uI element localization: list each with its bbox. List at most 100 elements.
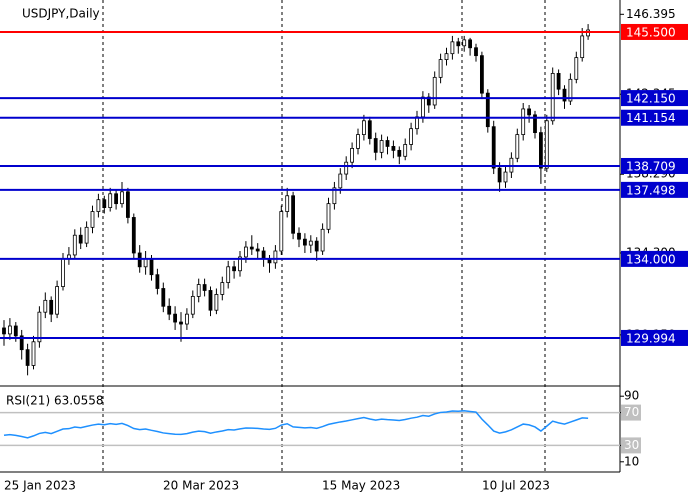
candle-body xyxy=(285,195,290,212)
y-tick-label: 30 xyxy=(624,438,639,452)
candle-body xyxy=(491,126,496,169)
candle-body xyxy=(19,335,24,351)
candle-body xyxy=(409,128,414,145)
candle-body xyxy=(568,78,573,102)
candle-body xyxy=(249,246,254,250)
candle-body xyxy=(214,294,219,311)
level-label: 134.000 xyxy=(626,252,676,266)
candle-body xyxy=(196,284,201,297)
candle-body xyxy=(184,313,189,325)
candle-body xyxy=(25,349,30,366)
candle-body xyxy=(397,149,402,157)
candle-body xyxy=(367,120,372,139)
rsi-line xyxy=(3,410,589,439)
level-label-box xyxy=(621,90,688,107)
candle-body xyxy=(356,134,360,149)
y-tick-label: 70 xyxy=(624,405,639,419)
candle-body xyxy=(72,234,77,256)
candle-body xyxy=(43,299,48,313)
candle-body xyxy=(155,274,160,289)
candle-body xyxy=(332,187,337,205)
x-tick-label: 25 Jan 2023 xyxy=(4,479,76,493)
x-tick-label: 10 Jul 2023 xyxy=(482,479,550,493)
candle-body xyxy=(108,193,113,208)
candle-body xyxy=(279,211,284,252)
level-label-box xyxy=(621,157,688,174)
candle-body xyxy=(37,311,42,343)
rsi-title: RSI(21) 63.0558 xyxy=(6,394,104,408)
candle-body xyxy=(326,203,331,230)
level-label: 142.150 xyxy=(626,92,676,106)
candle-body xyxy=(120,191,124,205)
candle-body xyxy=(31,341,36,366)
candle-body xyxy=(96,199,101,212)
candle-body xyxy=(485,92,490,128)
candle-body xyxy=(226,266,231,283)
candle-body xyxy=(314,240,319,252)
candle-body xyxy=(114,193,118,205)
candle-body xyxy=(261,250,266,260)
candle-body xyxy=(61,258,65,287)
level-label-box xyxy=(621,437,641,454)
candle-body xyxy=(562,88,567,102)
y-tick-label: 10 xyxy=(624,454,639,468)
candle-body xyxy=(302,238,307,246)
candle-body xyxy=(143,258,148,268)
candle-body xyxy=(527,108,531,116)
candle-body xyxy=(515,134,520,159)
candle-body xyxy=(344,161,349,175)
level-label-box xyxy=(621,250,688,267)
candle-body xyxy=(533,114,537,134)
candle-body xyxy=(521,108,526,135)
candle-body xyxy=(539,132,543,169)
candle-body xyxy=(220,282,225,295)
candle-body xyxy=(49,299,54,315)
candle-body xyxy=(179,321,183,325)
candle-body xyxy=(544,120,549,169)
y-tick-label: 90 xyxy=(624,389,639,403)
level-label: 137.498 xyxy=(626,183,676,197)
candle-body xyxy=(243,246,248,258)
candle-body xyxy=(444,53,449,60)
candle-body xyxy=(379,140,384,153)
candle-body xyxy=(161,288,166,307)
y-tick-label: 146.395 xyxy=(626,7,676,21)
candle-body xyxy=(297,232,301,240)
level-label-box xyxy=(621,404,641,421)
candle-body xyxy=(291,195,296,234)
candle-body xyxy=(385,140,390,147)
candle-body xyxy=(84,226,89,244)
candle-body xyxy=(255,248,260,252)
candle-body xyxy=(238,256,242,272)
candle-body xyxy=(308,240,313,246)
level-label-box xyxy=(621,181,688,198)
level-label: 138.709 xyxy=(626,159,676,173)
candle-body xyxy=(149,258,154,276)
candle-body xyxy=(462,39,467,47)
x-tick-label: 15 May 2023 xyxy=(322,479,400,493)
candle-body xyxy=(420,96,425,118)
level-label-box xyxy=(621,23,688,40)
candle-body xyxy=(320,228,325,252)
candle-body xyxy=(2,327,6,335)
candle-body xyxy=(497,167,502,183)
candle-body xyxy=(13,325,18,337)
level-label-box xyxy=(621,329,688,346)
level-label: 129.994 xyxy=(626,331,676,345)
candle-body xyxy=(202,284,207,291)
candle-body xyxy=(102,199,107,208)
candle-body xyxy=(373,138,378,153)
candle-body xyxy=(232,266,237,272)
candle-body xyxy=(131,217,136,254)
candle-body xyxy=(391,146,396,151)
candle-body xyxy=(556,73,561,90)
candle-body xyxy=(90,211,95,228)
candle-body xyxy=(432,76,437,106)
candle-body xyxy=(438,59,443,78)
candle-body xyxy=(126,191,130,218)
candle-body xyxy=(78,234,83,244)
candle-body xyxy=(167,305,172,315)
candle-body xyxy=(208,290,213,311)
